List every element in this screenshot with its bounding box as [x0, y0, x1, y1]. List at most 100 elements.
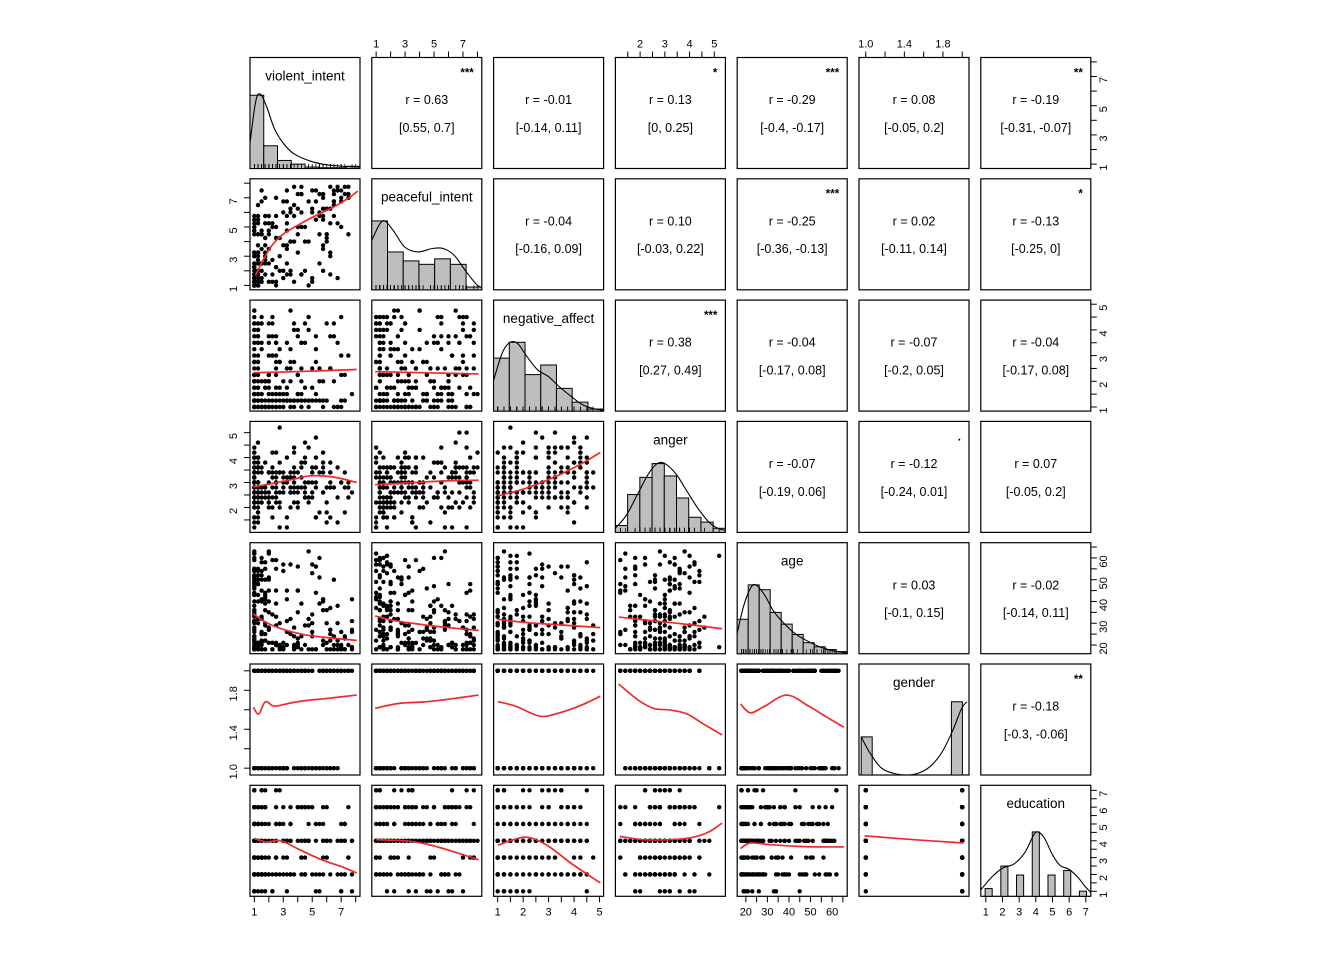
data-point: [406, 821, 411, 827]
data-point: [618, 590, 623, 595]
data-point: [270, 515, 275, 520]
correlation-ci: [-0.16, 0.09]: [515, 242, 582, 256]
data-point: [449, 391, 455, 397]
data-point: [255, 283, 261, 288]
data-point: [442, 618, 448, 624]
data-point: [388, 385, 393, 390]
data-point: [388, 475, 393, 480]
data-point: [324, 321, 329, 326]
data-point: [571, 872, 577, 877]
data-point: [259, 268, 264, 273]
data-point: [281, 210, 286, 215]
data-point: [388, 625, 393, 630]
data-point: [428, 838, 433, 843]
data-point: [495, 590, 500, 595]
data-point: [406, 640, 411, 645]
data-point: [331, 334, 337, 339]
data-point: [520, 614, 526, 619]
data-point: [652, 614, 658, 619]
data-point: [373, 385, 379, 390]
data-point: [277, 821, 282, 827]
data-point: [335, 275, 340, 281]
data-point: [281, 805, 286, 810]
data-point: [413, 379, 419, 384]
data-point: [565, 465, 570, 470]
data-point: [320, 450, 326, 455]
correlation-ci: [-0.25, 0]: [1011, 242, 1060, 256]
data-point: [331, 485, 337, 490]
histogram-bar: [540, 364, 557, 412]
data-point: [552, 470, 558, 475]
data-point: [464, 668, 469, 673]
data-point: [339, 480, 344, 485]
data-point: [252, 268, 257, 273]
data-point: [642, 636, 648, 641]
data-point: [633, 573, 638, 578]
loess-trend-line: [375, 370, 479, 375]
data-point: [388, 645, 393, 650]
data-point: [291, 634, 297, 639]
data-point: [662, 668, 667, 673]
data-point: [428, 520, 433, 525]
data-point: [263, 460, 268, 465]
data-point: [559, 838, 564, 843]
data-point: [255, 566, 261, 571]
data-point: [266, 588, 271, 593]
cell-violent_intent-vs-negative_affect: r = -0.01[-0.14, 0.11]: [493, 56, 605, 170]
data-point: [417, 327, 422, 333]
data-point: [281, 855, 286, 860]
data-point: [495, 645, 500, 650]
data-point: [306, 766, 311, 771]
data-point: [266, 872, 271, 877]
data-point: [392, 821, 397, 827]
data-point: [255, 261, 261, 266]
data-point: [808, 766, 813, 771]
data-point: [320, 206, 326, 211]
data-point: [410, 872, 415, 877]
data-point: [533, 855, 539, 860]
data-point: [464, 631, 469, 637]
data-point: [760, 668, 766, 673]
data-point: [752, 766, 757, 771]
data-point: [381, 500, 386, 505]
data-point: [273, 265, 279, 270]
cell-negative_affect-vs-anger: r = 0.38[0.27, 0.49]***: [614, 299, 727, 412]
data-point: [428, 872, 433, 877]
data-point: [381, 579, 386, 585]
data-point: [324, 235, 329, 241]
data-point: [457, 805, 462, 810]
data-point: [449, 525, 455, 530]
data-point: [299, 366, 304, 371]
data-point: [273, 475, 279, 480]
data-point: [446, 838, 451, 843]
data-point: [392, 568, 397, 574]
data-point: [540, 495, 545, 500]
correlation-value: r = -0.01: [525, 93, 572, 107]
data-point: [263, 638, 268, 643]
panel-border: [858, 663, 970, 776]
histogram-bar: [651, 463, 665, 533]
data-point: [527, 581, 532, 587]
data-point: [424, 616, 429, 622]
data-point: [381, 465, 386, 470]
data-point: [259, 232, 264, 237]
data-point: [657, 668, 663, 673]
data-point: [406, 564, 411, 569]
data-point: [295, 564, 300, 569]
data-point: [388, 590, 393, 595]
data-point: [468, 614, 473, 619]
data-point: [672, 562, 677, 567]
data-point: [520, 889, 526, 894]
data-point: [672, 631, 677, 637]
data-point: [266, 490, 271, 495]
data-point: [255, 581, 261, 587]
data-point: [346, 495, 351, 500]
data-point: [310, 766, 315, 771]
data-point: [413, 640, 419, 645]
data-point: [697, 627, 702, 632]
loess-trend-line: [376, 838, 479, 861]
data-point: [460, 838, 466, 843]
data-point: [270, 391, 275, 397]
data-point: [571, 573, 577, 578]
data-point: [697, 645, 702, 650]
